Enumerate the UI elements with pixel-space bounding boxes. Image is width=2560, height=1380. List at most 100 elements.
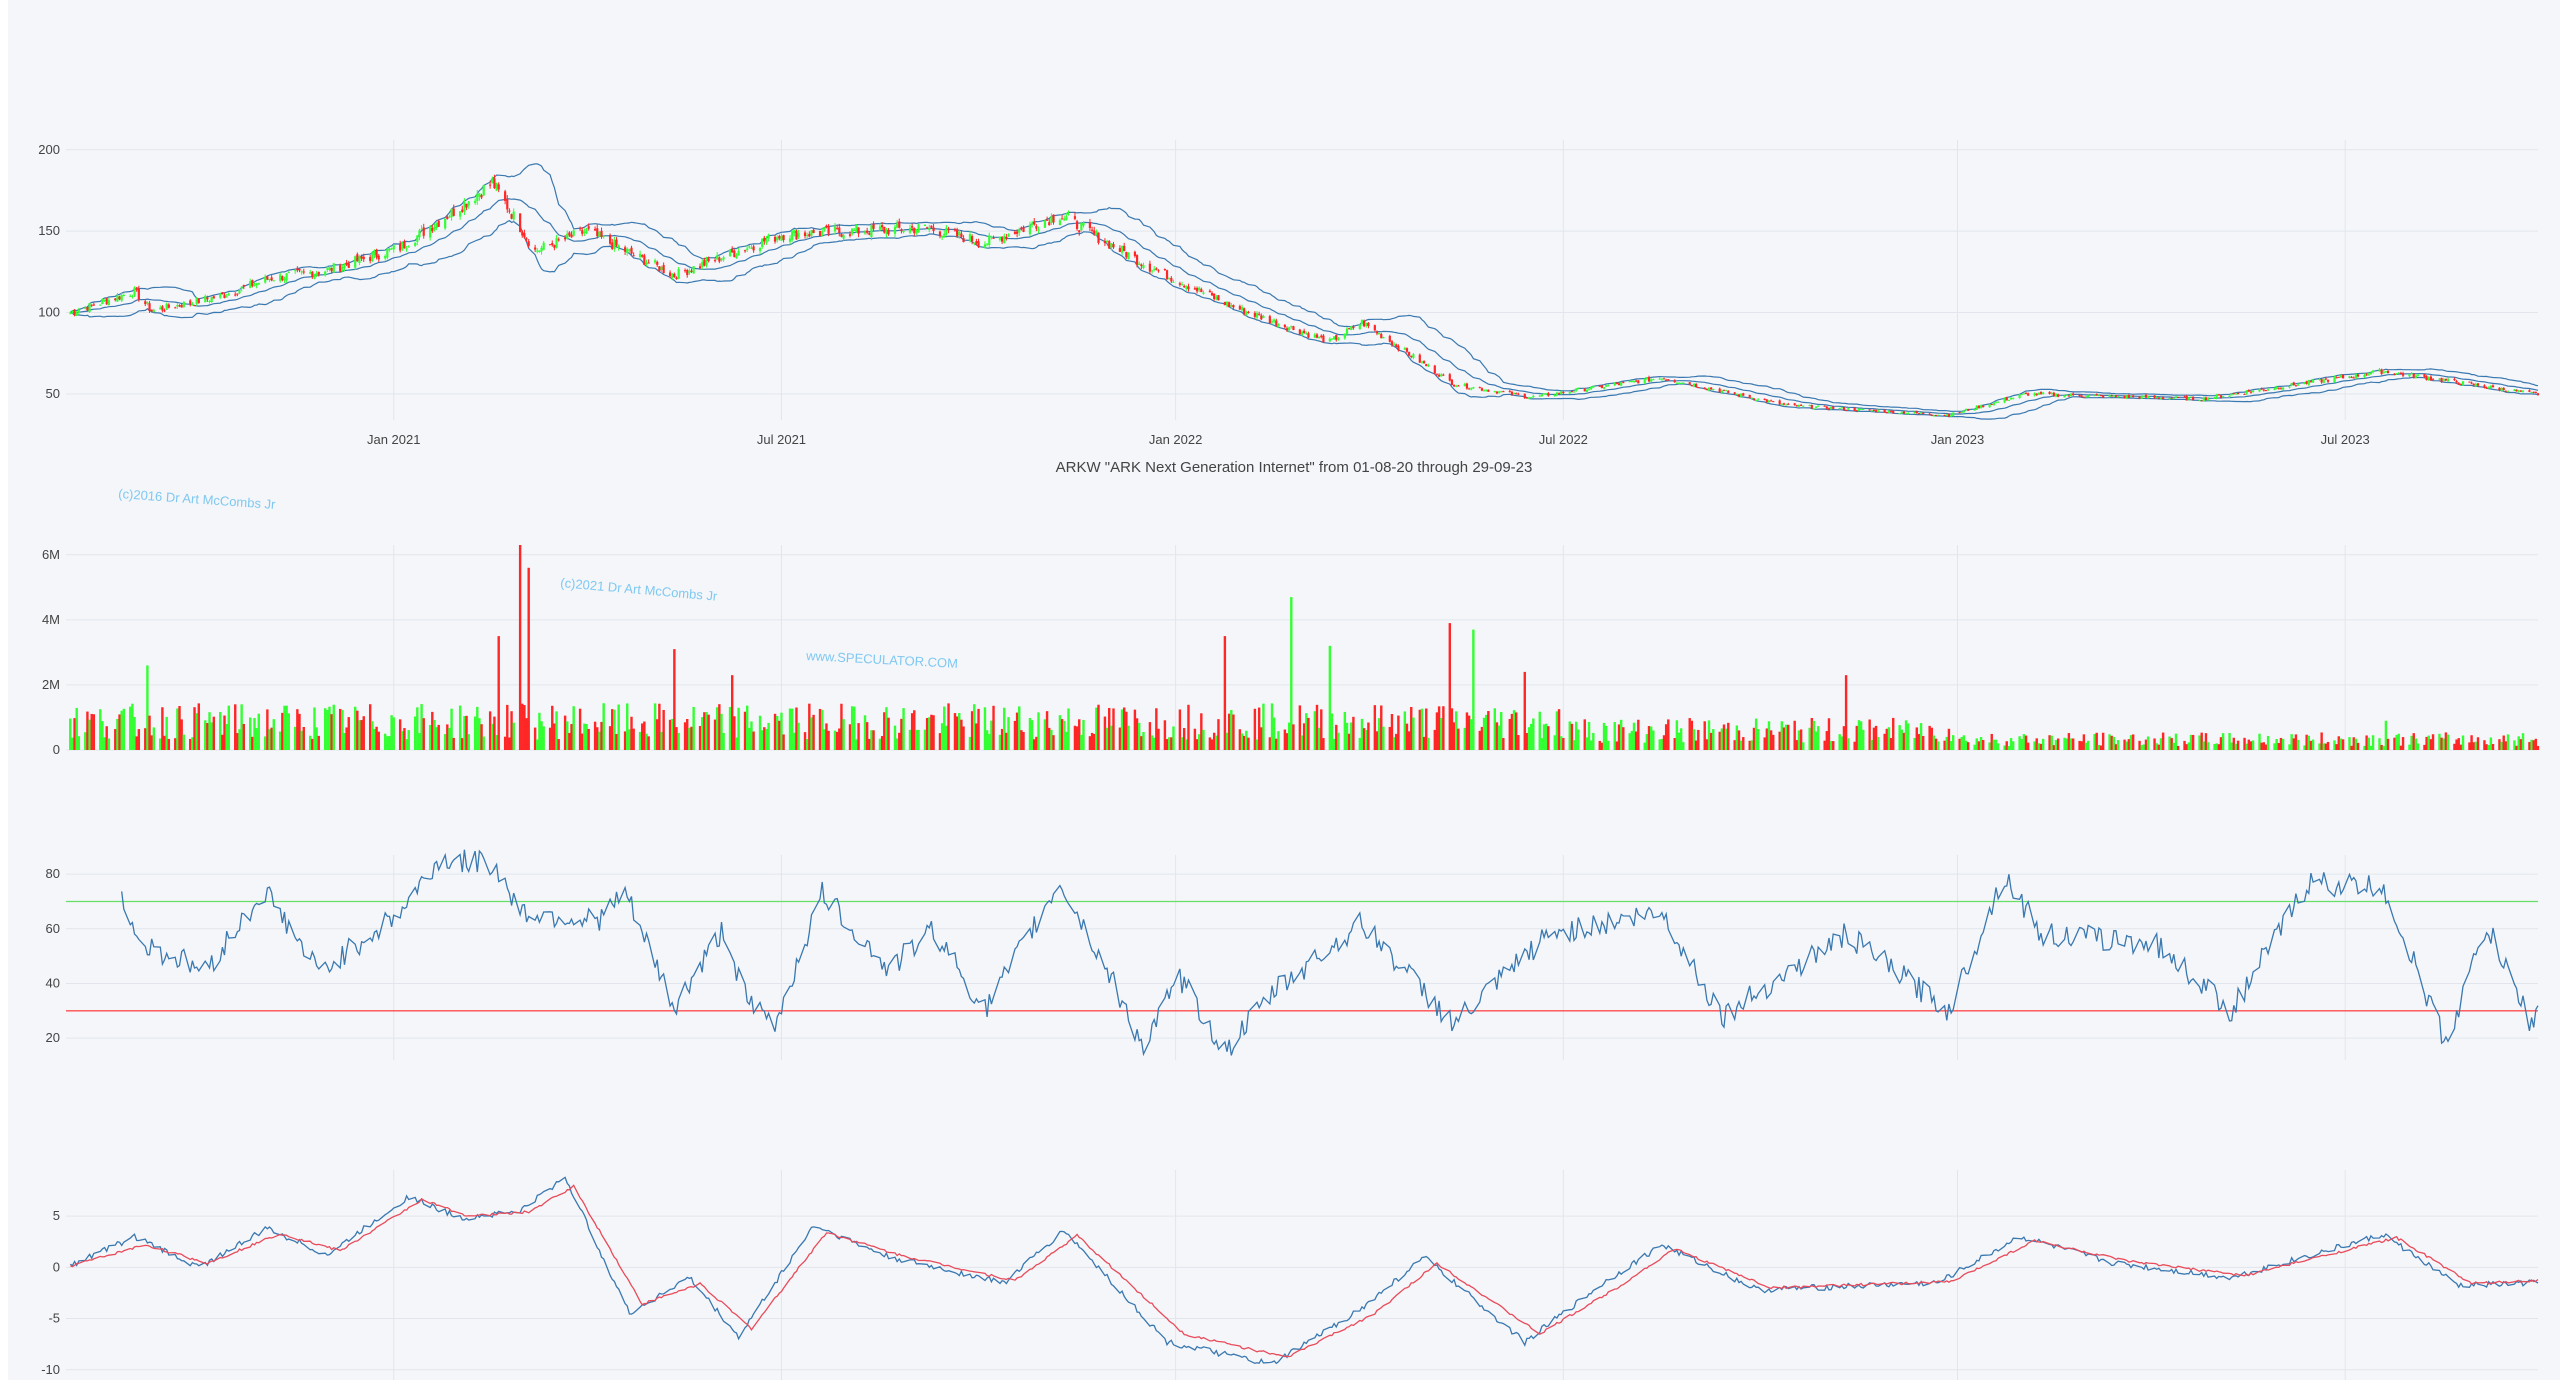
candle-body bbox=[908, 227, 912, 233]
candle-body bbox=[728, 249, 732, 256]
candle-body bbox=[1397, 345, 1400, 350]
candle-body bbox=[377, 255, 380, 260]
candle-body bbox=[1305, 332, 1308, 334]
candle-body bbox=[617, 245, 620, 248]
volume-bar bbox=[388, 736, 391, 750]
candle-body bbox=[707, 258, 710, 262]
volume-bar bbox=[1067, 708, 1070, 750]
candle-body bbox=[420, 228, 423, 230]
candle-body bbox=[1195, 288, 1199, 292]
candle-body bbox=[2012, 397, 2015, 399]
volume-bar bbox=[908, 729, 912, 750]
volume-bar bbox=[962, 726, 965, 750]
volume-bar bbox=[461, 738, 464, 750]
volume-bar bbox=[129, 706, 132, 750]
volume-bar bbox=[2335, 744, 2338, 750]
volume-bar bbox=[2444, 732, 2448, 750]
volume-bar bbox=[1367, 722, 1370, 750]
candle-body bbox=[1183, 285, 1186, 288]
candle-body bbox=[1817, 405, 1820, 407]
candle-body bbox=[630, 247, 633, 254]
candle-body bbox=[240, 286, 243, 289]
candle-body bbox=[285, 273, 288, 281]
volume-bar bbox=[353, 706, 357, 750]
volume-bar bbox=[2532, 740, 2535, 750]
candle-body bbox=[2277, 387, 2280, 389]
volume-bar bbox=[75, 707, 78, 750]
candle-body bbox=[1260, 315, 1263, 320]
volume-bar bbox=[144, 728, 147, 750]
volume-bar bbox=[2086, 740, 2090, 750]
volume-bar bbox=[510, 711, 513, 750]
candle-body bbox=[2198, 400, 2201, 402]
volume-bar bbox=[677, 732, 680, 750]
candle-body bbox=[1478, 387, 1481, 389]
candle-body bbox=[2459, 383, 2462, 385]
volume-bar bbox=[718, 704, 721, 750]
candle-body bbox=[553, 244, 556, 248]
candle-body bbox=[2219, 395, 2223, 398]
candle-body bbox=[1712, 389, 1715, 391]
candle-body bbox=[1352, 326, 1355, 329]
volume-bar bbox=[2204, 733, 2208, 750]
candle-body bbox=[1163, 268, 1167, 270]
candle-body bbox=[1630, 381, 1633, 383]
candle-body bbox=[1622, 382, 1625, 384]
volume-bar bbox=[2423, 744, 2426, 750]
candle-body bbox=[1018, 229, 1021, 233]
volume-bar bbox=[428, 725, 432, 750]
volume-bar bbox=[2476, 737, 2480, 750]
candle-body bbox=[763, 237, 766, 242]
volume-bar bbox=[1727, 722, 1730, 750]
volume-bar bbox=[536, 739, 539, 750]
candle-body bbox=[315, 273, 318, 276]
volume-bar bbox=[249, 717, 252, 750]
volume-bar bbox=[343, 733, 346, 750]
candle-body bbox=[2326, 379, 2330, 382]
volume-bar bbox=[773, 713, 777, 750]
candle-body bbox=[1735, 393, 1738, 395]
volume-bar bbox=[898, 732, 901, 750]
y-tick-label: 5 bbox=[53, 1208, 60, 1223]
candle-body bbox=[99, 304, 102, 306]
candle-body bbox=[1065, 216, 1068, 220]
candle-body bbox=[2378, 369, 2381, 372]
volume-bar bbox=[2138, 740, 2141, 750]
volume-bar bbox=[1022, 731, 1025, 750]
volume-bar bbox=[392, 717, 395, 750]
volume-bar bbox=[1137, 722, 1141, 750]
volume-bar bbox=[641, 723, 644, 750]
candle-body bbox=[1442, 374, 1445, 376]
candle-body bbox=[2273, 388, 2276, 390]
candle-body bbox=[720, 258, 723, 261]
volume-bar bbox=[853, 706, 856, 750]
candle-body bbox=[2234, 393, 2238, 395]
x-tick-label: Jul 2022 bbox=[1539, 432, 1588, 447]
volume-bar bbox=[2386, 738, 2390, 750]
volume-bar bbox=[827, 730, 830, 750]
candle-body bbox=[341, 267, 344, 271]
volume-bar bbox=[2200, 732, 2203, 750]
volume-bar bbox=[1990, 733, 1993, 750]
volume-bar bbox=[1362, 728, 1366, 750]
candle-body bbox=[360, 256, 363, 259]
volume-bar bbox=[1482, 717, 1486, 750]
volume-bar bbox=[418, 733, 421, 750]
candle-body bbox=[866, 230, 869, 233]
volume-bar bbox=[1328, 645, 1332, 750]
candle-body bbox=[1812, 408, 1816, 410]
candle-body bbox=[116, 295, 119, 302]
candle-body bbox=[1170, 278, 1173, 282]
volume-bar bbox=[2504, 741, 2508, 750]
volume-bar bbox=[2052, 745, 2056, 750]
candle-body bbox=[1178, 283, 1181, 285]
volume-bar bbox=[2530, 739, 2533, 750]
candle-body bbox=[1001, 238, 1004, 242]
volume-bar bbox=[1495, 722, 1499, 750]
volume-bar bbox=[1178, 709, 1182, 750]
candle-body bbox=[1975, 405, 1978, 410]
candle-body bbox=[2397, 372, 2400, 374]
candle-body bbox=[2177, 396, 2180, 398]
candle-body bbox=[2367, 374, 2370, 376]
candle-body bbox=[713, 260, 717, 262]
